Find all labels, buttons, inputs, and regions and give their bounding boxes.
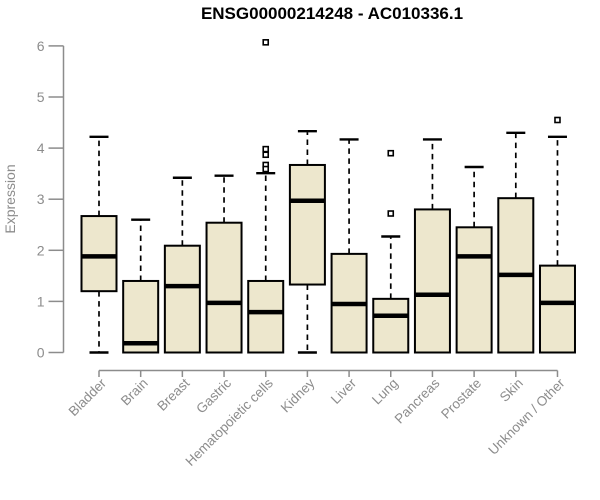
box-hematopoietic-cells [247, 279, 285, 354]
y-axis-title: Expression [2, 164, 18, 233]
outlier-marker [262, 151, 270, 159]
outlier-marker [262, 39, 270, 46]
box-kidney [288, 163, 326, 286]
y-tick-label: 2 [37, 242, 45, 258]
outlier-marker [262, 165, 270, 173]
x-category-label: Breast [154, 375, 192, 413]
y-tick-label: 0 [37, 345, 45, 361]
x-category-label: Kidney [278, 375, 318, 415]
y-tick-label: 3 [37, 191, 45, 207]
x-category-label: Unknown / Other [485, 375, 568, 458]
x-category-label: Liver [328, 375, 360, 407]
box-lung [372, 297, 410, 354]
x-category-label: Gastric [193, 375, 234, 416]
x-category-label: Prostate [438, 376, 484, 422]
outlier-marker [554, 116, 561, 124]
outlier-marker [262, 145, 270, 153]
x-category-label: Brain [118, 376, 151, 409]
box-unknown-other [538, 264, 576, 354]
box-prostate [455, 226, 493, 354]
x-category-label: Bladder [66, 375, 110, 419]
chart-title: ENSG00000214248 - AC010336.1 [200, 4, 464, 23]
y-tick-label: 6 [37, 38, 45, 54]
y-tick-label: 4 [37, 140, 45, 156]
x-category-label: Pancreas [392, 375, 443, 426]
x-category-label: Skin [497, 376, 526, 405]
y-tick-label: 1 [37, 293, 45, 309]
box-pancreas [413, 208, 451, 354]
box-bladder [80, 215, 118, 293]
outlier-marker [387, 149, 395, 157]
box-brain [122, 279, 160, 354]
x-category-label: Lung [369, 376, 401, 408]
y-tick-label: 5 [37, 89, 45, 105]
box-gastric [205, 221, 243, 354]
outlier-marker [387, 210, 395, 217]
box-breast [163, 244, 201, 354]
